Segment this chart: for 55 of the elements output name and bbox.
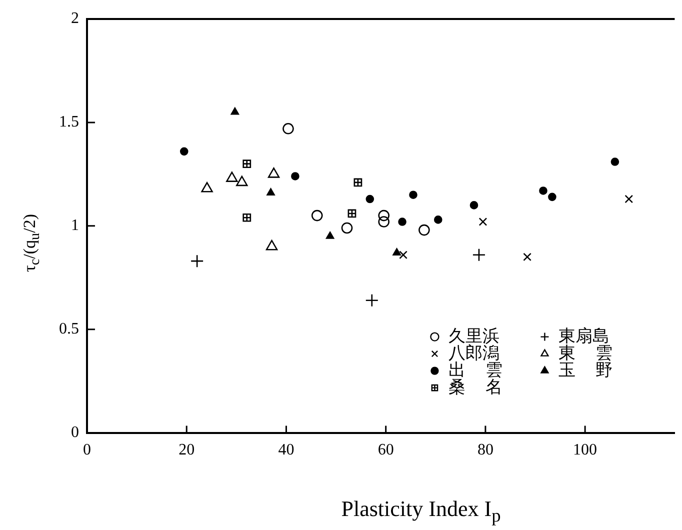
point <box>409 190 418 200</box>
point <box>266 188 275 196</box>
point <box>434 216 442 224</box>
x-tick-label: 60 <box>378 442 394 459</box>
x-tick-label: 0 <box>83 442 91 459</box>
point <box>399 250 408 260</box>
point <box>226 172 238 182</box>
point <box>230 107 240 115</box>
point <box>266 240 278 250</box>
x-tick-label: 20 <box>178 442 195 459</box>
point <box>311 210 323 222</box>
point <box>242 213 252 222</box>
point <box>398 218 406 226</box>
y-tick-label: 1 <box>71 217 79 234</box>
x-tick-label: 40 <box>278 442 294 459</box>
point <box>624 194 634 204</box>
point <box>201 182 213 192</box>
point <box>378 216 390 228</box>
point <box>392 248 401 256</box>
point <box>180 147 188 156</box>
point <box>348 209 356 218</box>
legend-label: 東雲 <box>558 343 613 362</box>
legend-label: 桑名 <box>448 377 503 396</box>
point <box>282 123 294 134</box>
point <box>366 194 374 204</box>
x-tick-label: 100 <box>573 442 598 459</box>
y-tick-label: 2 <box>71 10 79 28</box>
point <box>365 294 379 308</box>
x-tick-label: 80 <box>477 442 494 459</box>
point <box>523 252 532 262</box>
point <box>472 248 486 262</box>
x-axis-title: Plasticity Index I$_{p}$ <box>340 496 502 526</box>
point <box>378 210 390 222</box>
point <box>470 201 478 210</box>
point <box>478 218 488 226</box>
point <box>354 178 362 187</box>
legend-label: 東扇島 <box>558 326 610 346</box>
point <box>268 168 280 178</box>
legend-label: 玉野 <box>558 360 613 380</box>
point <box>539 186 548 195</box>
legend-label: 久里浜 <box>448 326 500 346</box>
point <box>190 254 204 268</box>
point <box>418 224 430 236</box>
point <box>291 172 300 180</box>
point <box>326 232 334 239</box>
y-tick-label: 0.5 <box>59 320 79 338</box>
point <box>548 192 556 202</box>
y-tick-label: 0 <box>71 424 79 442</box>
point <box>341 222 353 234</box>
legend-label: 出雲 <box>448 360 503 380</box>
point <box>610 158 620 166</box>
y-tick-label: 1.5 <box>59 114 79 131</box>
legend-label: 八郎潟 <box>448 343 500 362</box>
point <box>242 160 252 168</box>
point <box>236 176 248 186</box>
